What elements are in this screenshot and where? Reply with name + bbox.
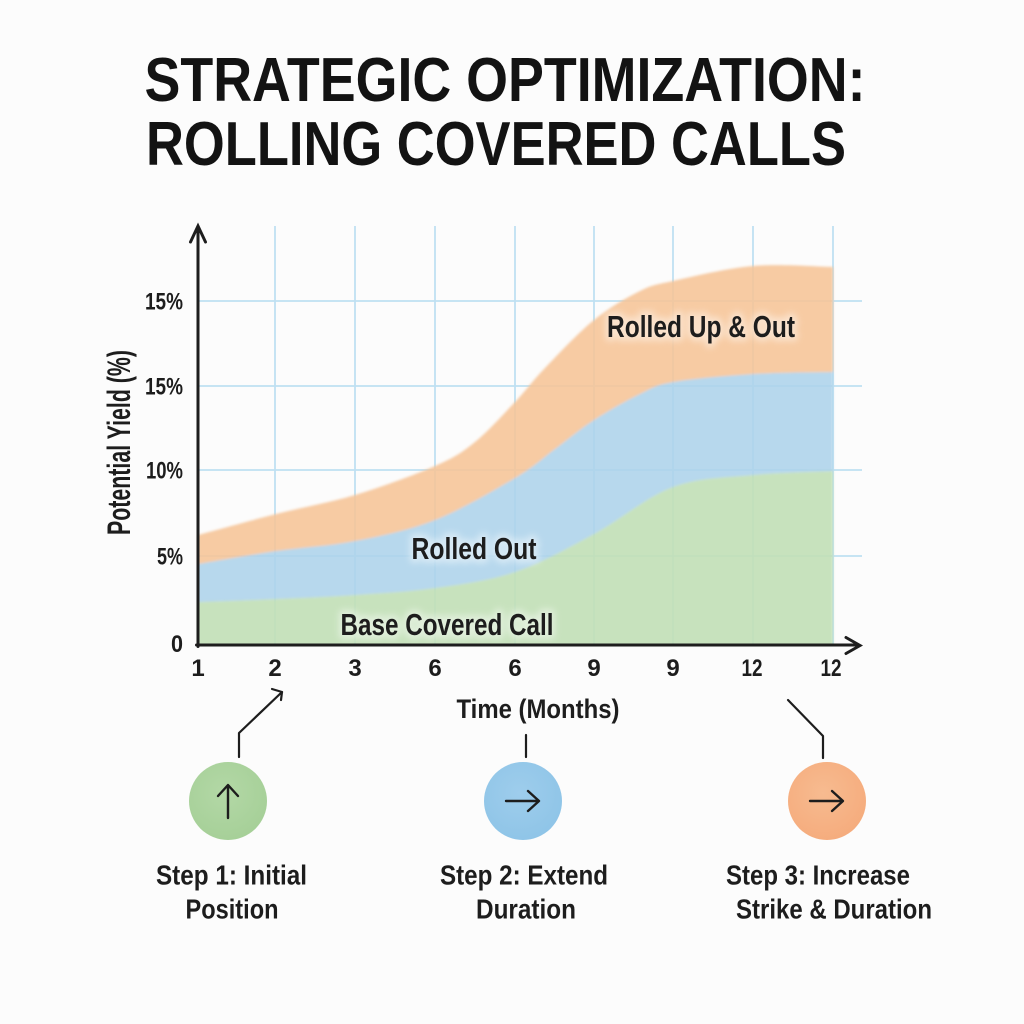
svg-text:Step 1: Initial: Step 1: Initial [156, 860, 307, 891]
svg-text:9: 9 [587, 655, 600, 682]
svg-text:Position: Position [186, 894, 279, 925]
svg-text:15%: 15% [145, 374, 183, 401]
svg-text:Base Covered Call: Base Covered Call [341, 607, 554, 642]
svg-text:ROLLING COVERED CALLS: ROLLING COVERED CALLS [146, 110, 846, 179]
svg-text:3: 3 [348, 655, 361, 682]
svg-text:5%: 5% [157, 544, 183, 571]
svg-text:Base Covered Call: Base Covered Call [341, 607, 554, 642]
svg-text:6: 6 [428, 655, 441, 682]
svg-text:6: 6 [508, 655, 521, 682]
svg-text:STRATEGIC OPTIMIZATION:: STRATEGIC OPTIMIZATION: [145, 46, 866, 115]
svg-text:Rolled Out: Rolled Out [412, 531, 537, 566]
svg-text:Strike & Duration: Strike & Duration [736, 894, 932, 925]
svg-text:Rolled Out: Rolled Out [412, 531, 537, 566]
svg-text:15%: 15% [145, 289, 183, 316]
svg-text:10%: 10% [146, 458, 183, 485]
svg-text:Step 2: Extend: Step 2: Extend [440, 860, 608, 891]
svg-text:Duration: Duration [476, 894, 576, 925]
svg-text:9: 9 [666, 655, 679, 682]
svg-text:Time (Months): Time (Months) [457, 694, 620, 724]
svg-text:Rolled Up & Out: Rolled Up & Out [607, 309, 795, 344]
svg-text:Step 3: Increase: Step 3: Increase [726, 860, 910, 891]
svg-text:Rolled Up & Out: Rolled Up & Out [607, 309, 795, 344]
svg-text:0: 0 [171, 631, 183, 658]
svg-text:12: 12 [742, 655, 763, 682]
svg-text:Potential Yield (%): Potential Yield (%) [101, 350, 137, 535]
svg-text:12: 12 [821, 655, 842, 682]
svg-text:2: 2 [268, 655, 281, 682]
svg-text:1: 1 [191, 655, 204, 682]
